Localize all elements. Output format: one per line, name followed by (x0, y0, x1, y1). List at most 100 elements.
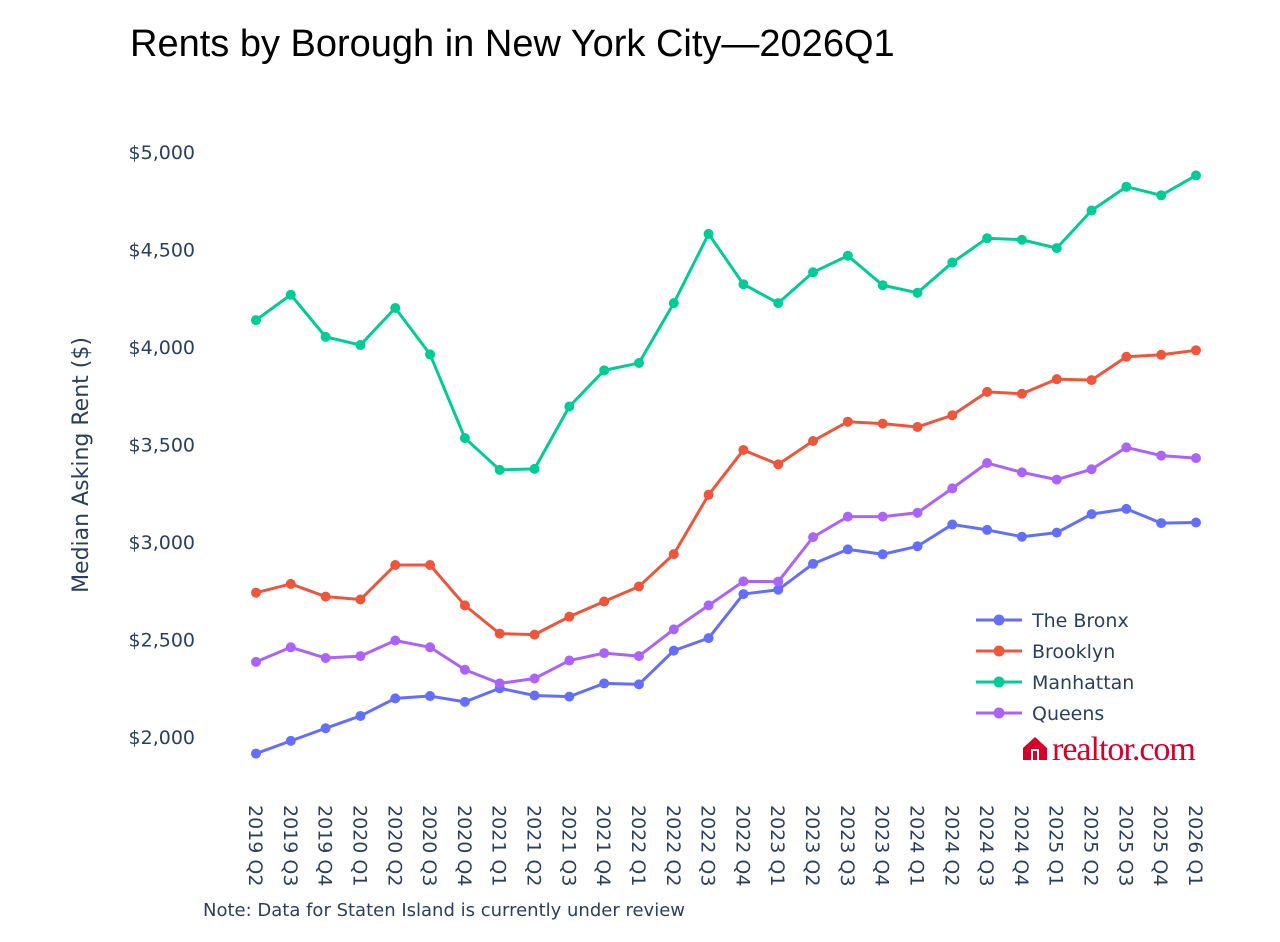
legend-swatch-marker (993, 676, 1005, 688)
data-point-queens (738, 576, 749, 587)
data-point-queens (1156, 450, 1167, 461)
data-point-the-bronx (425, 691, 436, 702)
x-tick-label: 2022 Q3 (697, 805, 719, 886)
data-point-the-bronx (773, 584, 784, 595)
data-point-brooklyn (599, 596, 610, 607)
data-point-manhattan (738, 279, 749, 290)
x-tick-label: 2024 Q2 (940, 805, 962, 886)
x-tick-label: 2019 Q3 (279, 805, 301, 886)
data-point-queens (1051, 474, 1062, 485)
data-point-the-bronx (320, 723, 331, 734)
data-point-brooklyn (494, 628, 505, 639)
data-point-brooklyn (355, 594, 366, 605)
y-tick-label: $3,000 (129, 532, 195, 554)
data-point-the-bronx (703, 633, 714, 644)
data-point-queens (668, 624, 679, 635)
x-tick-label: 2026 Q1 (1184, 805, 1206, 886)
y-tick-label: $3,500 (129, 435, 195, 457)
data-point-queens (842, 511, 853, 522)
data-point-the-bronx (355, 710, 366, 721)
data-point-brooklyn (703, 489, 714, 500)
data-point-manhattan (529, 463, 540, 474)
data-point-queens (773, 576, 784, 587)
data-point-manhattan (355, 340, 366, 351)
x-tick-label: 2024 Q4 (1010, 805, 1032, 886)
legend-label: Manhattan (1032, 672, 1134, 694)
data-point-brooklyn (877, 418, 888, 429)
data-point-manhattan (285, 289, 296, 300)
series-line-manhattan (255, 174, 1197, 472)
legend-label: Brooklyn (1032, 641, 1115, 663)
data-point-queens (425, 642, 436, 653)
data-point-the-bronx (1086, 509, 1097, 520)
data-point-queens (320, 653, 331, 664)
data-point-brooklyn (390, 560, 401, 571)
data-point-manhattan (877, 280, 888, 291)
legend-swatch-marker (993, 614, 1005, 626)
series-line-queens (255, 445, 1197, 685)
data-point-the-bronx (390, 693, 401, 704)
data-point-brooklyn (982, 386, 993, 397)
data-point-manhattan (459, 433, 470, 444)
x-tick-label: 2025 Q4 (1149, 805, 1171, 886)
series-line-the-bronx (255, 507, 1197, 755)
x-tick-label: 2022 Q4 (731, 805, 753, 886)
data-point-manhattan (390, 303, 401, 313)
data-point-the-bronx (529, 690, 540, 701)
data-point-the-bronx (842, 544, 853, 555)
data-point-the-bronx (808, 558, 819, 569)
footnote: Note: Data for Staten Island is currentl… (203, 900, 685, 921)
data-point-manhattan (1051, 243, 1062, 254)
house-icon (1023, 737, 1047, 760)
x-tick-label: 2021 Q4 (592, 805, 614, 886)
data-point-brooklyn (285, 578, 296, 589)
data-point-manhattan (1191, 170, 1201, 181)
legend-label: Queens (1032, 703, 1104, 725)
legend-swatch-marker (993, 645, 1005, 657)
data-point-the-bronx (633, 679, 644, 690)
x-tick-label: 2023 Q1 (766, 805, 788, 886)
data-point-brooklyn (1051, 374, 1062, 385)
data-point-queens (703, 600, 714, 611)
y-tick-label: $4,500 (129, 240, 195, 262)
data-point-queens (251, 656, 261, 667)
data-point-the-bronx (1191, 517, 1201, 528)
data-point-brooklyn (459, 600, 470, 611)
data-point-manhattan (1016, 234, 1027, 245)
data-point-queens (1121, 442, 1132, 453)
x-axis-ticks: 2019 Q2 2019 Q3 2019 Q4 2020 Q1 2020 Q2 2020 … (244, 805, 1206, 886)
data-point-brooklyn (738, 444, 749, 455)
data-point-queens (494, 678, 505, 689)
x-tick-label: 2025 Q1 (1045, 805, 1067, 886)
x-tick-label: 2023 Q4 (871, 805, 893, 886)
x-tick-label: 2025 Q3 (1114, 805, 1136, 886)
x-tick-label: 2024 Q1 (905, 805, 927, 886)
data-point-the-bronx (982, 524, 993, 535)
plot-area (251, 170, 1201, 759)
series-queens (251, 442, 1201, 689)
x-tick-label: 2025 Q2 (1080, 805, 1102, 886)
data-point-manhattan (320, 331, 331, 342)
x-tick-label: 2022 Q1 (627, 805, 649, 886)
data-point-the-bronx (564, 691, 575, 702)
data-point-brooklyn (1191, 345, 1201, 356)
series-line-brooklyn (255, 348, 1197, 637)
data-point-brooklyn (320, 591, 331, 602)
data-point-queens (1191, 453, 1201, 464)
x-tick-label: 2023 Q2 (801, 805, 823, 886)
legend-item-brooklyn: Brooklyn (976, 641, 1115, 663)
x-tick-label: 2022 Q2 (662, 805, 684, 886)
y-tick-label: $4,000 (129, 337, 195, 359)
legend-item-the-bronx: The Bronx (976, 610, 1129, 632)
x-tick-label: 2020 Q3 (418, 805, 440, 886)
x-tick-label: 2021 Q2 (523, 805, 545, 886)
data-point-queens (390, 635, 401, 646)
data-point-manhattan (1086, 205, 1097, 216)
data-point-brooklyn (529, 629, 540, 640)
x-tick-label: 2019 Q2 (244, 805, 266, 886)
data-point-manhattan (1121, 181, 1132, 192)
data-point-brooklyn (251, 587, 261, 598)
data-point-brooklyn (842, 416, 853, 427)
data-point-brooklyn (633, 581, 644, 592)
